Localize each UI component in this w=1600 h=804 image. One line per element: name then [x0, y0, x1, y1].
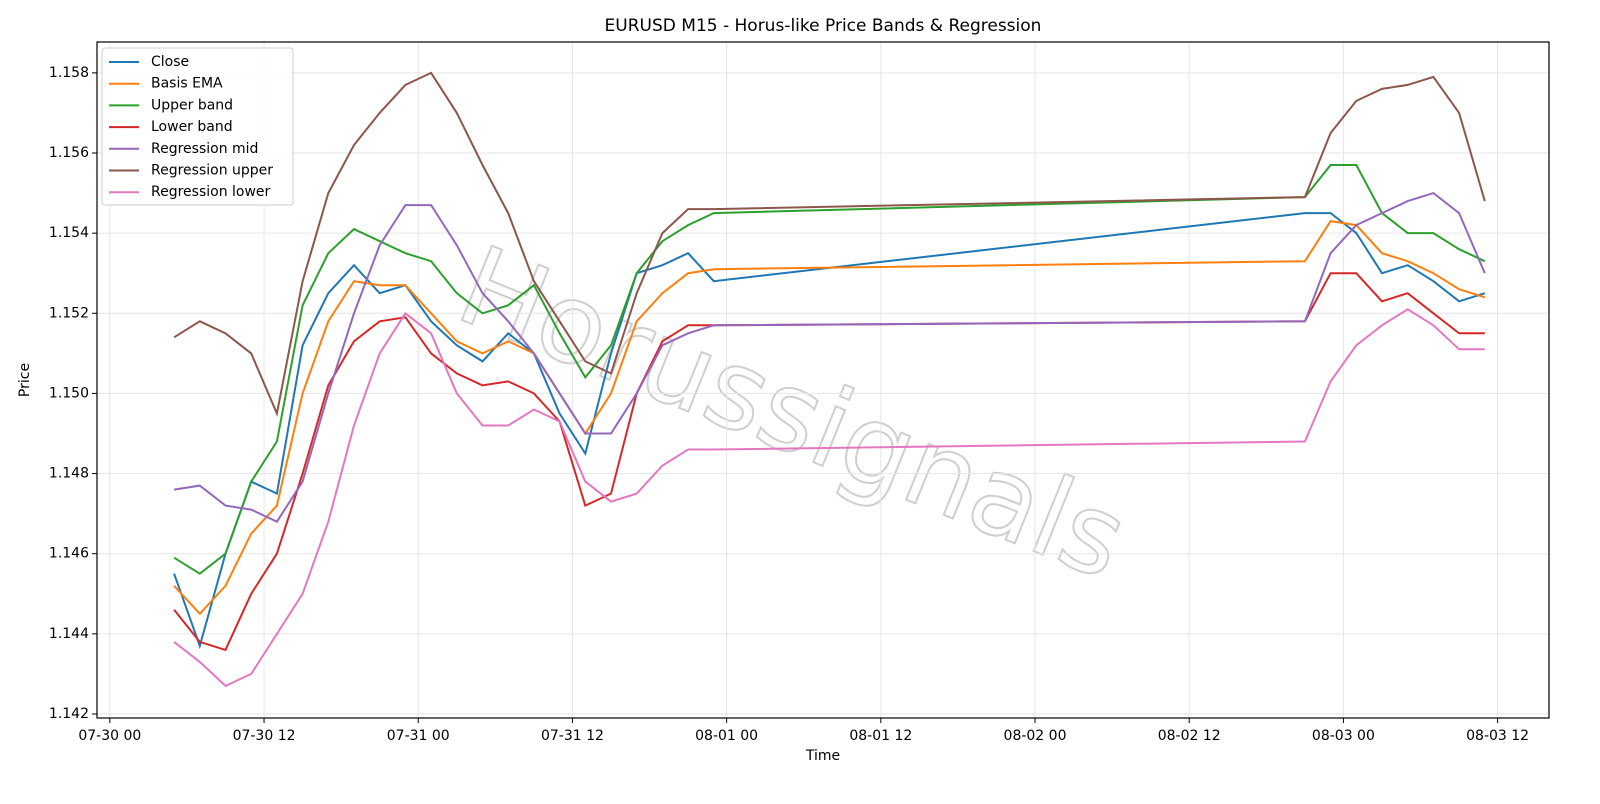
- x-axis-label: Time: [805, 748, 840, 764]
- legend-box: [101, 47, 294, 206]
- series-line: [173, 212, 1486, 650]
- x-tick-label: 07-31 00: [387, 728, 450, 744]
- legend-label: Regression upper: [151, 163, 273, 179]
- series-line: [173, 164, 1486, 575]
- y-tick-label: 1.146: [49, 546, 89, 562]
- y-tick-label: 1.144: [49, 626, 89, 642]
- x-tick-label: 07-31 12: [541, 728, 604, 744]
- watermark: Horussignals: [442, 221, 1144, 604]
- y-tick-label: 1.148: [49, 466, 89, 482]
- y-tick-label: 1.156: [49, 145, 89, 161]
- x-tick-label: 08-01 00: [695, 728, 758, 744]
- y-tick-label: 1.154: [49, 225, 89, 241]
- legend-label: Basis EMA: [151, 76, 223, 92]
- x-tick-label: 08-03 00: [1312, 728, 1375, 744]
- legend-label: Close: [151, 54, 189, 70]
- plot-frame: [96, 41, 1550, 719]
- x-tick-label: 08-02 00: [1004, 728, 1067, 744]
- series-line: [173, 71, 1486, 417]
- x-tick-label: 08-02 12: [1158, 728, 1221, 744]
- x-tick-label: 08-03 12: [1466, 728, 1529, 744]
- y-tick-label: 1.150: [49, 385, 89, 401]
- x-tick-label: 07-30 12: [233, 728, 296, 744]
- y-axis-label: Price: [17, 363, 33, 397]
- y-tick-label: 1.158: [49, 65, 89, 81]
- legend-label: Regression lower: [151, 184, 271, 200]
- legend-label: Lower band: [151, 119, 233, 135]
- y-tick-label: 1.142: [49, 706, 89, 722]
- legend-label: Regression mid: [151, 141, 258, 157]
- legend-label: Upper band: [151, 97, 233, 113]
- series-line: [173, 191, 1486, 523]
- chart-title: EURUSD M15 - Horus-like Price Bands & Re…: [605, 16, 1042, 36]
- x-tick-label: 08-01 12: [849, 728, 912, 744]
- series-line: [173, 308, 1485, 688]
- y-tick-label: 1.152: [49, 305, 89, 321]
- x-tick-label: 07-30 00: [78, 728, 141, 744]
